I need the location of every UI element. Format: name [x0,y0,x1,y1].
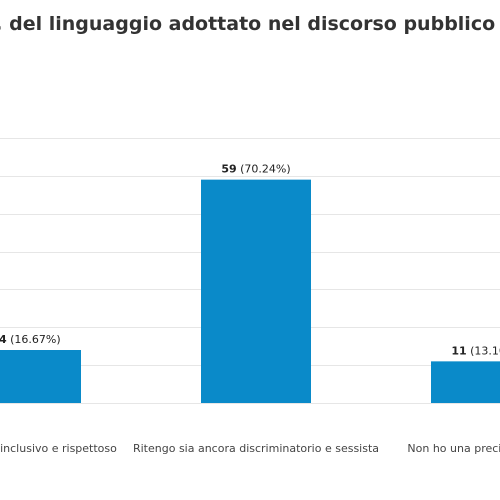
category-label: Ritengo sia ancora discriminatorio e ses… [133,442,379,455]
data-percent: (13.10%) [467,344,500,357]
category-label: Non ho una precisa opinione [407,442,500,455]
bars [0,179,500,403]
bar [431,361,500,403]
data-label: 14 (16.67%) [0,333,61,346]
category-labels: Ritengo sia inclusivo e rispettoso Riteng… [0,442,500,455]
category-label: Ritengo sia inclusivo e rispettoso [0,442,117,455]
data-value: 14 [0,333,7,346]
data-label: 59 (70.24%) [221,163,290,176]
data-value: 59 [221,163,236,176]
data-label: 11 (13.10%) [451,344,500,357]
data-percent: (16.67%) [7,333,61,346]
chart-title: In generale, del linguaggio adottato nel… [0,13,500,35]
data-percent: (70.24%) [237,163,291,176]
data-value: 11 [451,344,466,357]
data-labels: 14 (16.67%) 59 (70.24%) 11 (13.10%) [0,163,500,358]
bar [201,179,311,403]
bar [0,350,81,403]
